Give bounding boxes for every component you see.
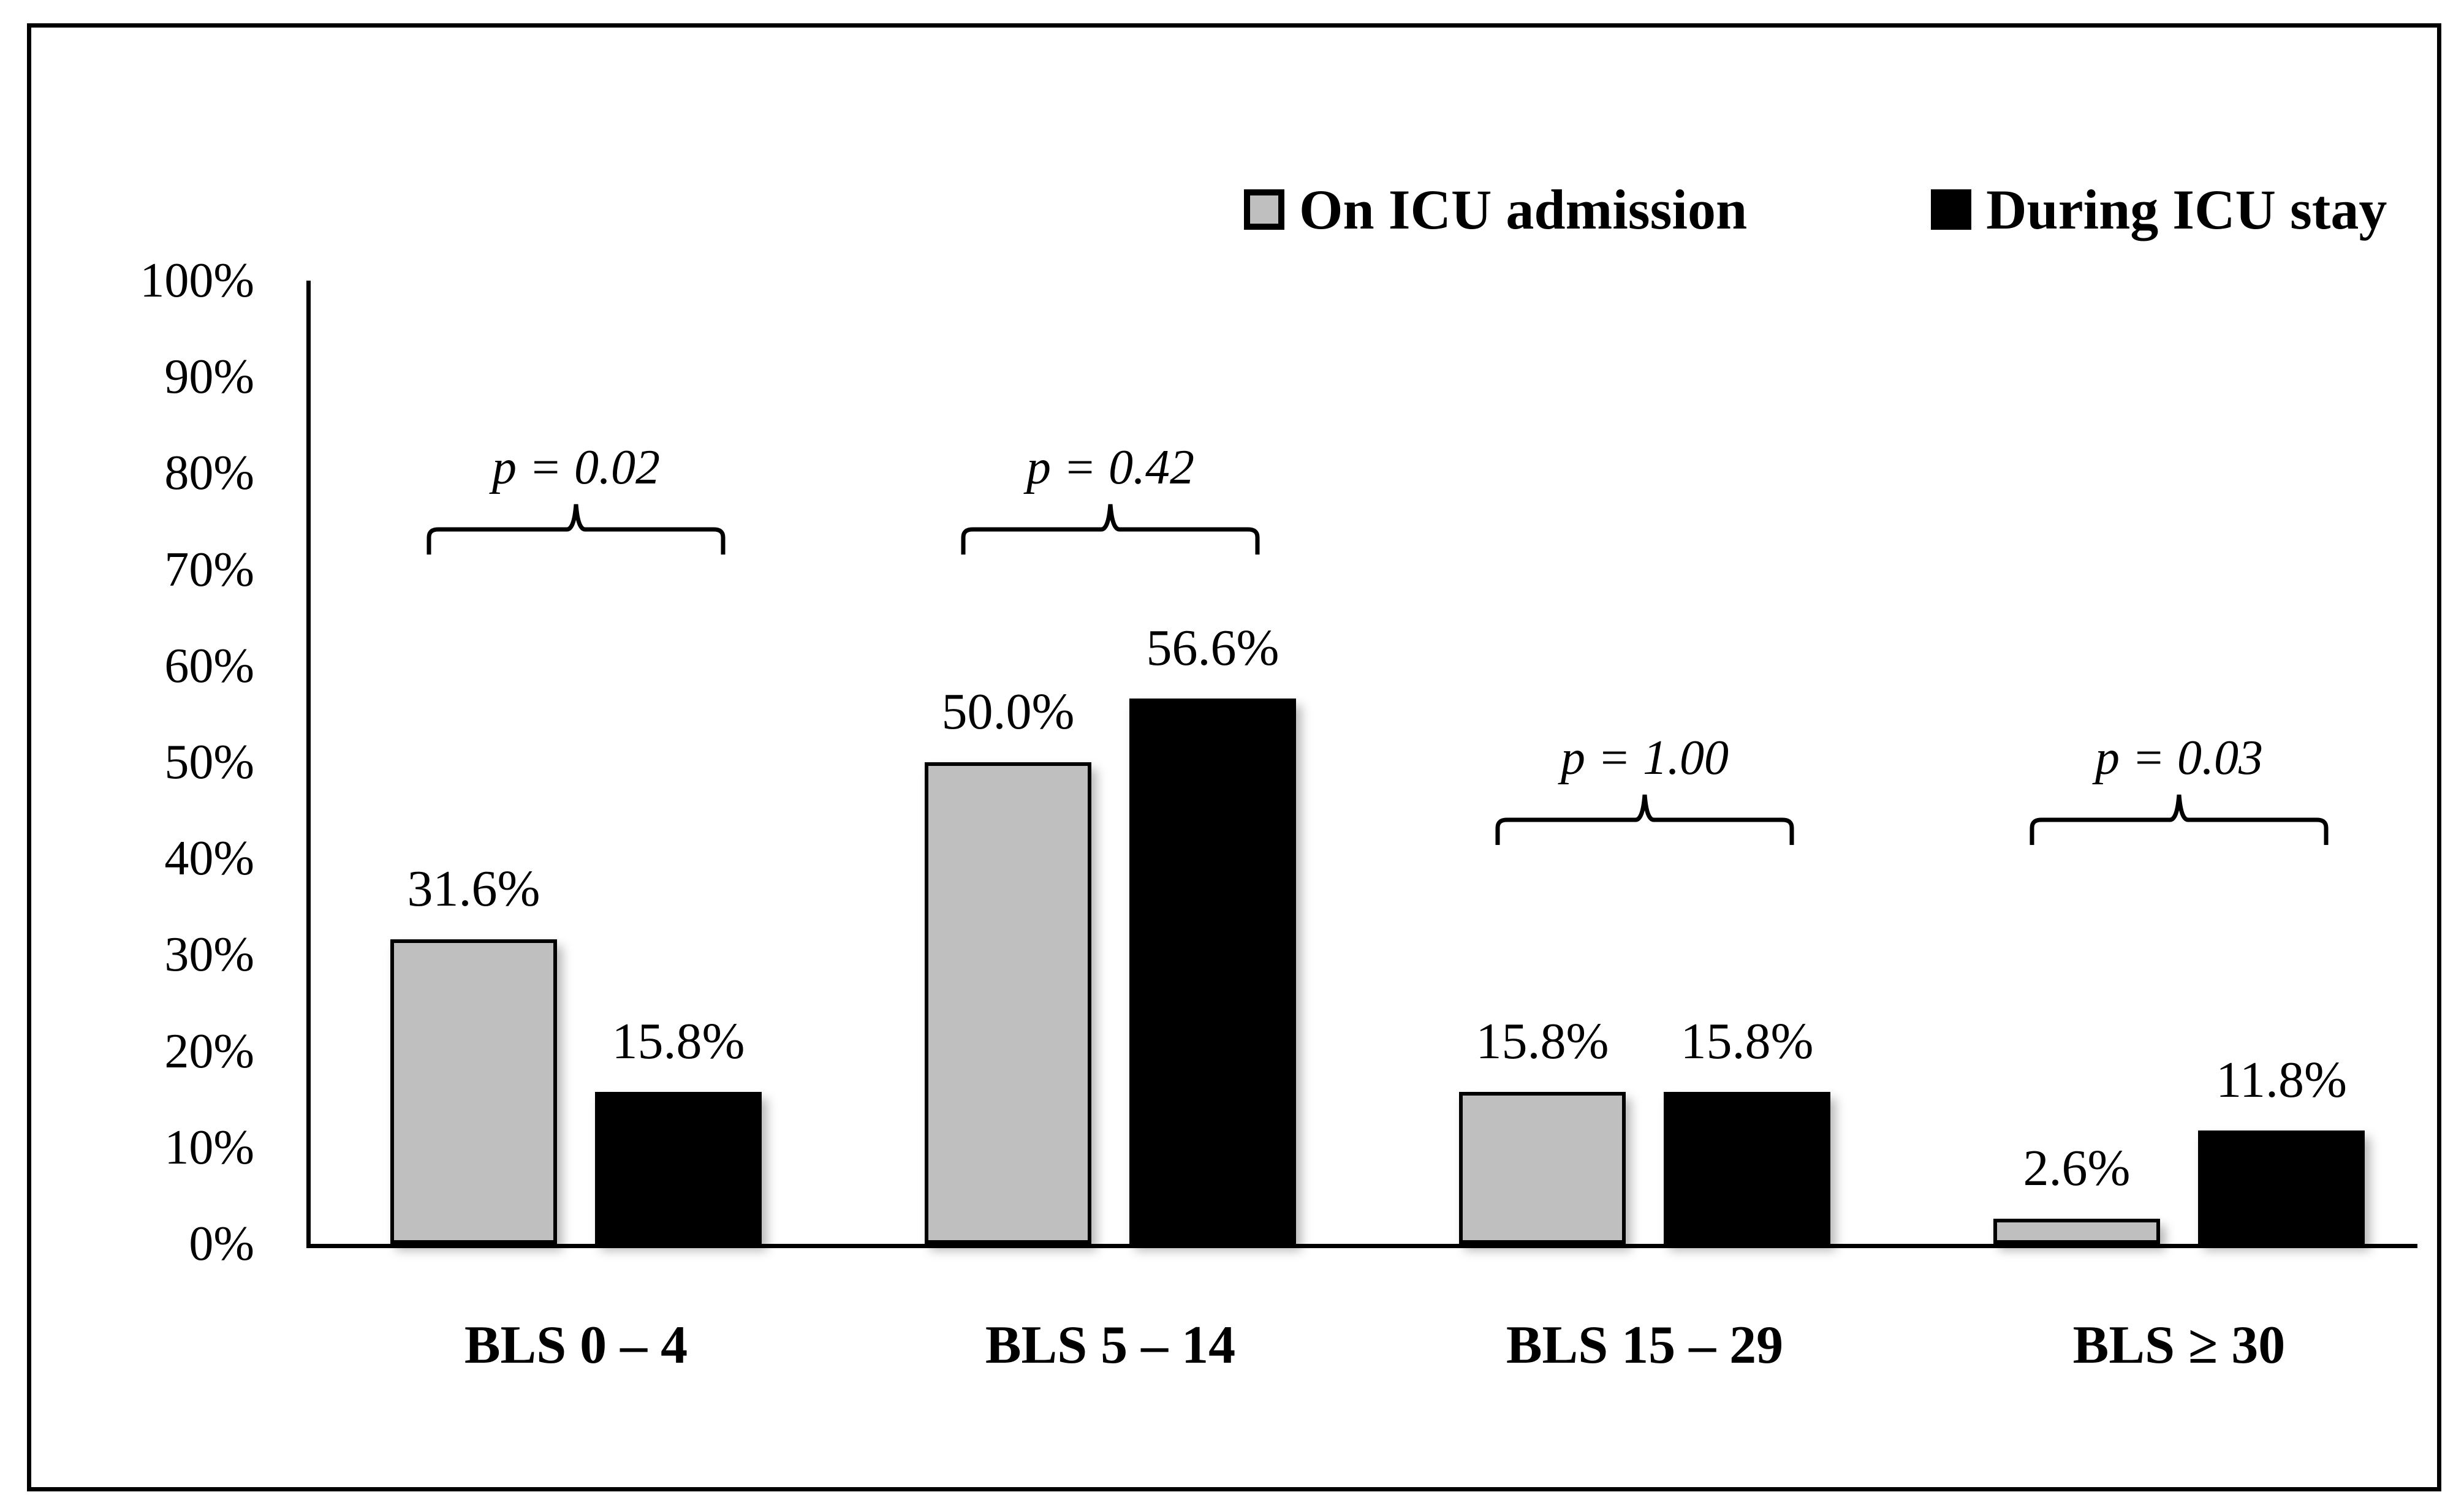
bar-on-icu-admission bbox=[1459, 1092, 1626, 1244]
legend-item-on-icu-admission: On ICU admission bbox=[1244, 181, 1747, 238]
significance-bracket bbox=[2030, 795, 2329, 846]
legend-label-during-icu-stay: During ICU stay bbox=[1986, 178, 2387, 241]
gray-square-icon bbox=[1244, 189, 1284, 230]
significance-bracket bbox=[1495, 795, 1794, 846]
bar-value-label: 31.6% bbox=[407, 860, 540, 917]
p-value-label: p = 1.00 bbox=[1561, 731, 1729, 786]
bar-on-icu-admission bbox=[1993, 1219, 2160, 1244]
bar-value-label: 56.6% bbox=[1146, 619, 1279, 676]
x-axis-category-label: BLS 5 – 14 bbox=[985, 1316, 1236, 1375]
x-axis-category-label: BLS ≥ 30 bbox=[2072, 1316, 2286, 1375]
bar-value-label: 15.8% bbox=[612, 1013, 745, 1070]
bar-on-icu-admission bbox=[390, 939, 557, 1244]
bar-on-icu-admission bbox=[925, 762, 1091, 1244]
bar-value-label: 50.0% bbox=[941, 683, 1075, 740]
y-tick-label: 30% bbox=[164, 928, 254, 982]
bar-value-label: 2.6% bbox=[2023, 1140, 2131, 1197]
y-tick-label: 100% bbox=[140, 254, 254, 308]
legend-label-on-icu-admission: On ICU admission bbox=[1299, 178, 1748, 241]
bar-during-icu-stay bbox=[1664, 1092, 1830, 1244]
significance-bracket bbox=[961, 504, 1260, 555]
p-value-label: p = 0.42 bbox=[1026, 440, 1194, 494]
x-axis-line bbox=[306, 1244, 2417, 1248]
y-tick-label: 0% bbox=[189, 1217, 254, 1271]
p-value-label: p = 0.03 bbox=[2095, 731, 2263, 786]
y-tick-label: 70% bbox=[164, 542, 254, 597]
bar-value-label: 15.8% bbox=[1680, 1013, 1814, 1070]
legend-item-during-icu-stay: During ICU stay bbox=[1931, 181, 2387, 238]
black-square-icon bbox=[1931, 189, 1972, 230]
y-tick-label: 60% bbox=[164, 638, 254, 693]
bar-during-icu-stay bbox=[2198, 1130, 2365, 1244]
p-value-label: p = 0.02 bbox=[492, 440, 660, 494]
y-tick-label: 10% bbox=[164, 1120, 254, 1175]
significance-bracket bbox=[426, 504, 726, 555]
legend: On ICU admission During ICU stay bbox=[1244, 181, 2387, 238]
bar-value-label: 15.8% bbox=[1476, 1013, 1609, 1070]
x-axis-category-label: BLS 0 – 4 bbox=[464, 1316, 688, 1375]
y-tick-label: 20% bbox=[164, 1024, 254, 1078]
y-tick-label: 40% bbox=[164, 831, 254, 886]
bar-during-icu-stay bbox=[595, 1092, 762, 1244]
y-tick-label: 80% bbox=[164, 446, 254, 501]
bar-during-icu-stay bbox=[1129, 699, 1296, 1244]
y-tick-label: 90% bbox=[164, 350, 254, 404]
y-tick-label: 50% bbox=[164, 735, 254, 789]
y-axis-line bbox=[306, 281, 311, 1248]
bar-value-label: 11.8% bbox=[2216, 1051, 2347, 1108]
x-axis-category-label: BLS 15 – 29 bbox=[1506, 1316, 1784, 1375]
